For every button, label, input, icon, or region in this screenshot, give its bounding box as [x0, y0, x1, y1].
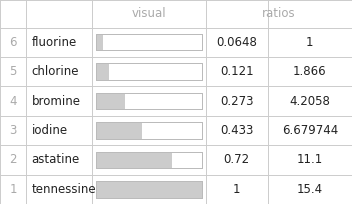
Text: 0.121: 0.121: [220, 65, 253, 78]
Bar: [96, 152, 172, 168]
Bar: [96, 93, 202, 109]
Text: tennessine: tennessine: [32, 183, 96, 196]
Text: 1.866: 1.866: [293, 65, 327, 78]
Bar: [96, 93, 125, 109]
Bar: [96, 34, 202, 50]
Bar: [96, 181, 202, 197]
Text: 0.0648: 0.0648: [216, 36, 257, 49]
Text: iodine: iodine: [32, 124, 68, 137]
Bar: [96, 181, 202, 197]
Bar: [96, 63, 202, 80]
Text: 0.72: 0.72: [224, 153, 250, 166]
Text: fluorine: fluorine: [32, 36, 77, 49]
Bar: [96, 122, 142, 139]
Text: 4.2058: 4.2058: [289, 95, 330, 108]
Bar: [96, 34, 202, 50]
Bar: [96, 93, 202, 109]
Text: 0.273: 0.273: [220, 95, 253, 108]
Bar: [96, 152, 202, 168]
Bar: [96, 34, 103, 50]
Text: 2: 2: [10, 153, 17, 166]
Text: astatine: astatine: [32, 153, 80, 166]
Bar: [96, 122, 202, 139]
Text: 0.433: 0.433: [220, 124, 253, 137]
Bar: [96, 122, 202, 139]
Text: 5: 5: [10, 65, 17, 78]
Text: bromine: bromine: [32, 95, 81, 108]
Text: visual: visual: [131, 7, 166, 20]
Text: 1: 1: [10, 183, 17, 196]
Text: ratios: ratios: [262, 7, 296, 20]
Text: 11.1: 11.1: [297, 153, 323, 166]
Bar: [96, 63, 108, 80]
Text: chlorine: chlorine: [32, 65, 79, 78]
Text: 1: 1: [306, 36, 314, 49]
Bar: [96, 63, 202, 80]
Text: 1: 1: [233, 183, 240, 196]
Text: 6.679744: 6.679744: [282, 124, 338, 137]
Text: 15.4: 15.4: [297, 183, 323, 196]
Text: 3: 3: [10, 124, 17, 137]
Bar: [96, 181, 202, 197]
Bar: [96, 152, 202, 168]
Text: 6: 6: [10, 36, 17, 49]
Text: 4: 4: [10, 95, 17, 108]
